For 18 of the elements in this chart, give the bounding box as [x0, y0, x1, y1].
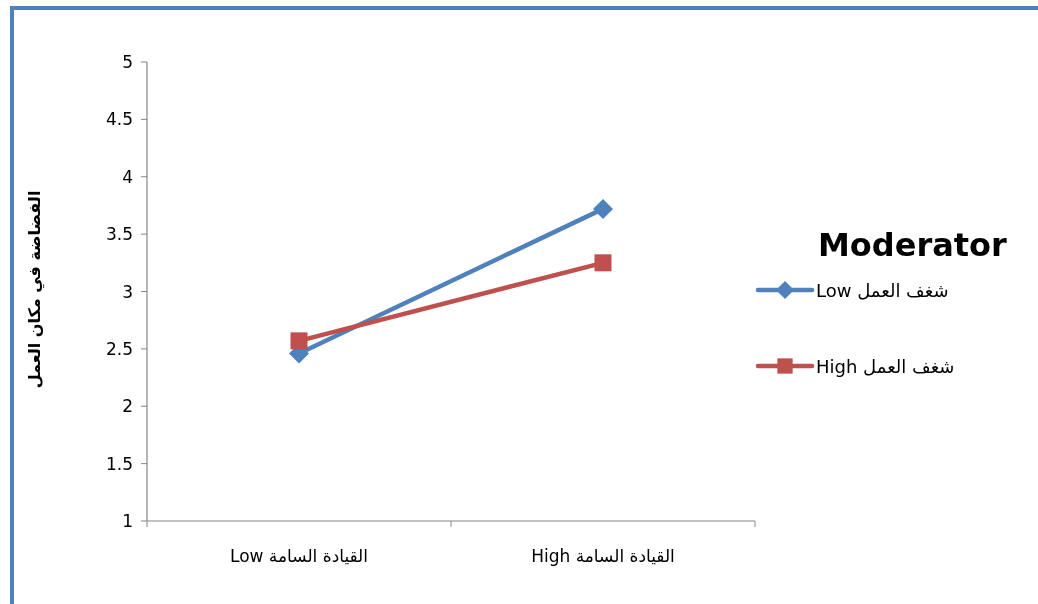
y-tick-label: 3 [122, 281, 133, 302]
legend-label: شغف العمل Low [816, 280, 949, 301]
legend-label: شغف العمل High [816, 356, 955, 377]
y-axis-title: الفضاضة في مكان العمل [25, 190, 45, 389]
x-tick-label: القيادة السامة Low [229, 546, 369, 566]
y-tick-label: 2 [122, 396, 133, 417]
point [290, 332, 308, 350]
point [594, 254, 612, 272]
y-tick-label: 5 [122, 52, 133, 72]
y-tick-label: 2.5 [105, 338, 133, 359]
x-tick-label: القيادة السامة High [531, 546, 675, 566]
y-tick-label: 4 [122, 166, 133, 187]
legend-title: Moderator [818, 226, 1008, 264]
y-tick-label: 1 [122, 511, 133, 531]
y-tick-label: 3.5 [105, 224, 133, 245]
point [593, 198, 613, 219]
y-tick-label: 1.5 [105, 453, 133, 474]
y-tick-label: 4.5 [105, 109, 133, 130]
